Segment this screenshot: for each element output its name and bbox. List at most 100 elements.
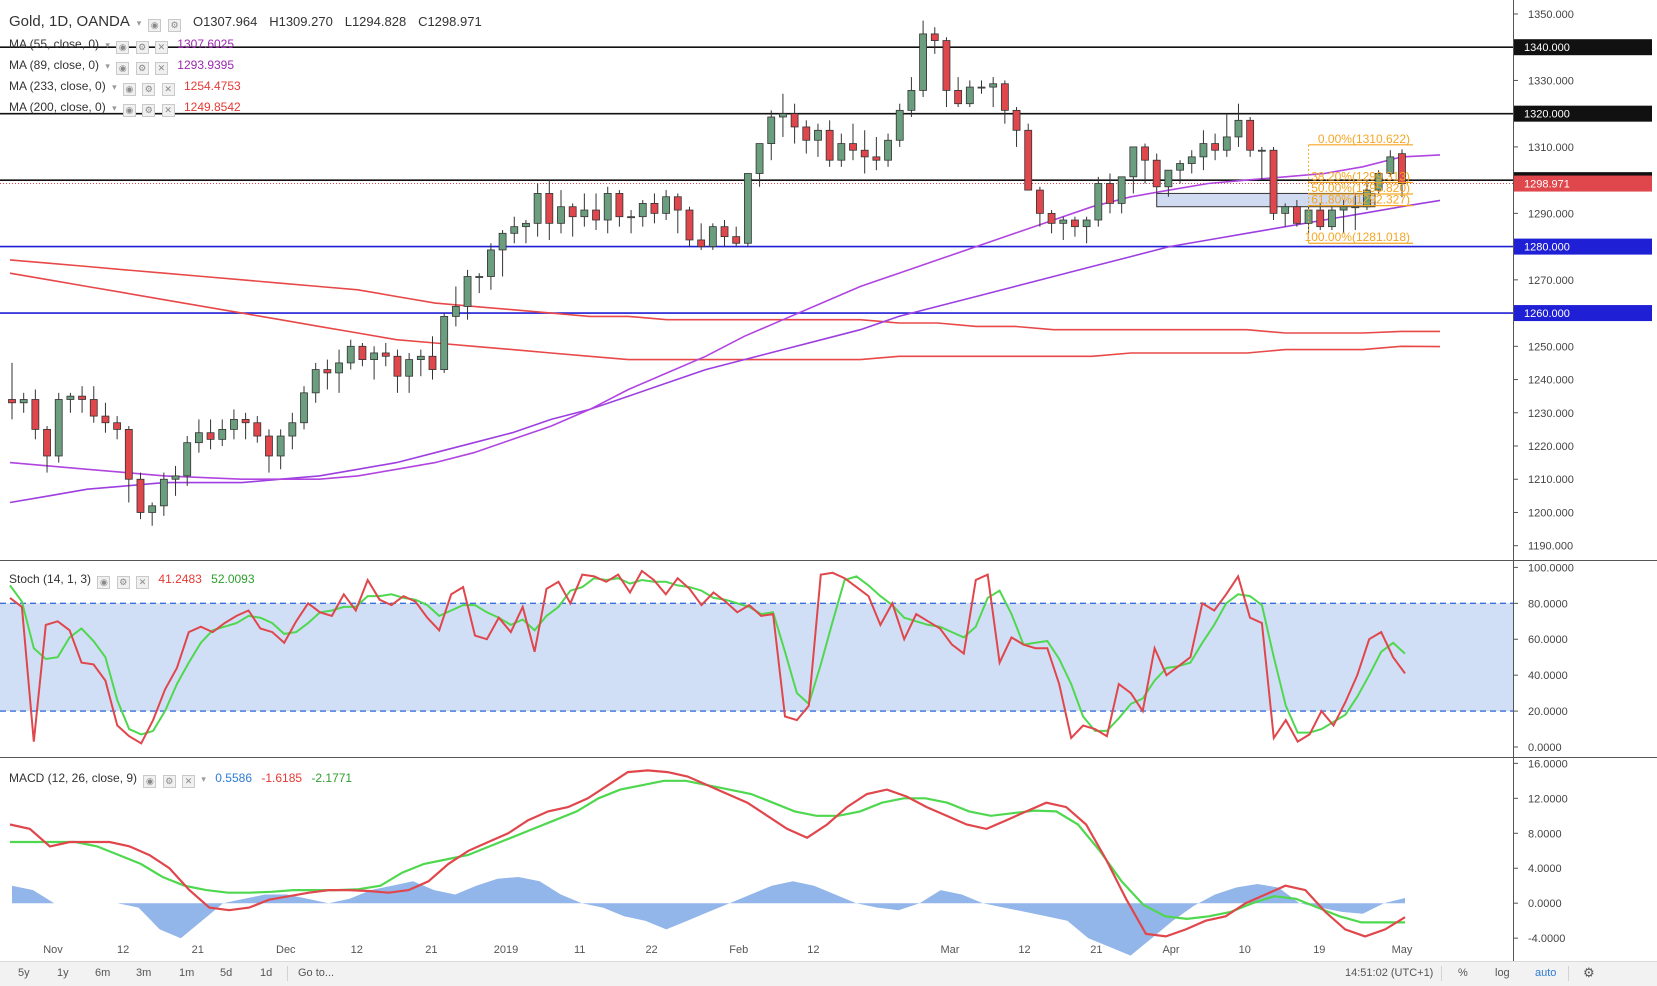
- close-icon[interactable]: ✕: [154, 62, 168, 75]
- candle-body: [802, 126, 811, 141]
- timeframe-1y[interactable]: 1y: [57, 967, 69, 979]
- close-icon[interactable]: ✕: [182, 775, 196, 788]
- ma55-value: 1307.6025: [177, 37, 235, 51]
- candle-body: [1164, 169, 1173, 188]
- close-icon[interactable]: ✕: [161, 83, 175, 96]
- ma200-label: MA (200, close, 0): [9, 100, 106, 114]
- timeframe-6m[interactable]: 6m: [95, 967, 111, 979]
- settings-icon[interactable]: ⚙: [142, 104, 156, 117]
- stoch-legend[interactable]: Stoch (14, 1, 3) ◉ ⚙ ✕ 41.2483 52.0093: [9, 572, 255, 589]
- log-toggle[interactable]: log: [1495, 967, 1510, 979]
- candle-body: [930, 33, 939, 41]
- y-tick-label: 12.0000: [1528, 793, 1568, 805]
- visibility-icon[interactable]: ◉: [148, 19, 162, 32]
- goto-button[interactable]: Go to...: [298, 967, 335, 979]
- close-icon[interactable]: ✕: [161, 104, 175, 117]
- level-price-label: 1280.000: [1524, 242, 1570, 254]
- timeframe-5d[interactable]: 5d: [220, 967, 233, 979]
- toolbar-divider: [287, 966, 288, 981]
- ma200-line: [9, 272, 1441, 361]
- candle-body: [1281, 206, 1290, 214]
- y-tick-label: 1210.000: [1528, 474, 1574, 486]
- gear-icon[interactable]: ⚙: [1583, 965, 1595, 980]
- visibility-icon[interactable]: ◉: [122, 104, 136, 117]
- x-tick-label: 10: [1239, 944, 1251, 956]
- candle-body: [1316, 209, 1325, 228]
- x-tick-label: 21: [192, 944, 204, 956]
- x-tick-label: 2019: [494, 944, 518, 956]
- timeframe-3m[interactable]: 3m: [136, 967, 152, 979]
- timeframe-5y[interactable]: 5y: [18, 967, 30, 979]
- macd-value: -1.6185: [261, 771, 303, 785]
- candle-body: [136, 478, 145, 513]
- timeframe-1m[interactable]: 1m: [179, 967, 195, 979]
- macd-label: MACD (12, 26, close, 9): [9, 771, 138, 785]
- candle-body: [755, 143, 764, 174]
- y-tick-label: 1240.000: [1528, 375, 1574, 387]
- settings-icon[interactable]: ⚙: [135, 41, 149, 54]
- ma55-legend[interactable]: MA (55, close, 0) ▾ ◉ ⚙ ✕ 1307.6025: [9, 37, 234, 54]
- candle-body: [884, 139, 892, 161]
- x-tick-label: Mar: [940, 944, 959, 956]
- stoch-label: Stoch (14, 1, 3): [9, 572, 92, 586]
- candle-body: [475, 276, 484, 278]
- chevron-down-icon[interactable]: ▾: [105, 40, 110, 50]
- candle-body: [1129, 146, 1138, 178]
- settings-icon[interactable]: ⚙: [135, 62, 149, 75]
- candle-body: [463, 276, 472, 307]
- candle-body: [1176, 163, 1184, 171]
- macd-legend[interactable]: MACD (12, 26, close, 9) ◉ ⚙ ✕ ▾ 0.5586 -…: [9, 771, 352, 788]
- visibility-icon[interactable]: ◉: [122, 83, 136, 96]
- visibility-icon[interactable]: ◉: [116, 62, 130, 75]
- macd-hist-value: 0.5586: [215, 771, 252, 785]
- candle-body: [78, 395, 86, 400]
- y-tick-label: 1190.000: [1528, 541, 1573, 553]
- chevron-down-icon[interactable]: ▾: [112, 82, 117, 92]
- visibility-icon[interactable]: ◉: [116, 41, 130, 54]
- auto-toggle[interactable]: auto: [1535, 967, 1557, 979]
- chevron-down-icon[interactable]: ▾: [136, 18, 142, 28]
- ma55-line: [9, 154, 1441, 481]
- ma89-legend[interactable]: MA (89, close, 0) ▾ ◉ ⚙ ✕ 1293.9395: [9, 58, 234, 75]
- y-tick-label: 1220.000: [1528, 441, 1574, 453]
- candle-body: [113, 422, 122, 430]
- close-icon[interactable]: ✕: [136, 576, 150, 589]
- visibility-icon[interactable]: ◉: [143, 775, 157, 788]
- last-price-tag: [1514, 175, 1652, 192]
- candle-body: [31, 399, 40, 430]
- close-icon[interactable]: ✕: [154, 41, 168, 54]
- candle-body: [1047, 212, 1056, 224]
- settings-icon[interactable]: ⚙: [162, 775, 176, 788]
- chevron-down-icon[interactable]: ▾: [201, 774, 206, 784]
- ma89-value: 1293.9395: [177, 58, 235, 72]
- candle-body: [779, 113, 787, 118]
- fibonacci-level-label: 100.00%(1281.018): [1305, 230, 1410, 244]
- candle-body: [1141, 146, 1149, 161]
- symbol-title: Gold, 1D, OANDA: [9, 13, 130, 30]
- fibonacci-level-label: 38.20%(1299.313): [1311, 169, 1410, 183]
- chevron-down-icon[interactable]: ▾: [105, 61, 110, 71]
- clock[interactable]: 14:51:02 (UTC+1): [1345, 967, 1434, 979]
- candle-body: [300, 392, 308, 424]
- x-tick-label: Apr: [1162, 944, 1179, 956]
- settings-icon[interactable]: ⚙: [142, 83, 156, 96]
- stoch-d-line: [9, 575, 1406, 736]
- candle-body: [1012, 109, 1021, 131]
- visibility-icon[interactable]: ◉: [97, 576, 111, 589]
- ma233-legend[interactable]: MA (233, close, 0) ▾ ◉ ⚙ ✕ 1254.4753: [9, 79, 241, 96]
- candle-body: [381, 352, 390, 357]
- symbol-legend[interactable]: Gold, 1D, OANDA ▾ ◉ ⚙ O1307.964 H1309.27…: [9, 13, 482, 32]
- settings-icon[interactable]: ⚙: [116, 576, 130, 589]
- timeframe-1d[interactable]: 1d: [260, 967, 273, 979]
- chevron-down-icon[interactable]: ▾: [112, 103, 117, 113]
- candle-body: [311, 369, 320, 394]
- candle-body: [965, 86, 974, 105]
- candle-body: [1024, 129, 1033, 191]
- x-tick-label: 21: [425, 944, 437, 956]
- candle-body: [487, 249, 495, 277]
- ma200-legend[interactable]: MA (200, close, 0) ▾ ◉ ⚙ ✕ 1249.8542: [9, 100, 241, 117]
- settings-icon[interactable]: ⚙: [168, 19, 182, 32]
- percent-toggle[interactable]: %: [1458, 967, 1468, 979]
